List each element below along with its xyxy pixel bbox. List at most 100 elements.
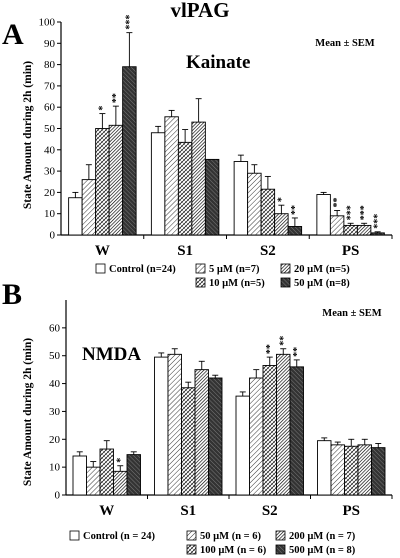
panel-a-y-tick-label: 50 — [44, 123, 56, 135]
panel-b-bar — [194, 369, 209, 496]
panel-a-significance-stars: ** — [111, 93, 122, 103]
panel-a-bar — [122, 66, 137, 236]
panel-b-bar — [181, 387, 196, 496]
panel-a-bar — [356, 224, 372, 236]
panel-a-legend-label: 5 µM (n=7) — [209, 264, 260, 275]
panel-b-y-tick-label: 20 — [49, 434, 61, 446]
panel-b-bar — [371, 447, 386, 496]
panel-a-bar — [287, 226, 303, 236]
panel-b-y-tick-label: 0 — [55, 490, 61, 502]
panel-a-bar — [260, 188, 276, 236]
panel-b-category-label: S1 — [180, 503, 196, 519]
panel-b-legend-swatch — [69, 530, 80, 541]
panel-b-bar — [262, 365, 277, 496]
panel-b-y-axis-label: State Amount during 2h (min) — [22, 338, 34, 486]
panel-b-bar — [86, 466, 101, 496]
panel-a-y-axis-label: State Amount during 2h (min) — [22, 61, 34, 209]
panel-a-mean-sem: Mean ± SEM — [315, 38, 375, 49]
panel-b-bar — [357, 444, 372, 496]
panel-b-legend-swatch — [275, 530, 286, 541]
panel-a-bar — [204, 158, 220, 236]
panel-b-legend-label: 50 µM (n = 6) — [200, 531, 262, 542]
panel-a-significance-stars: *** — [373, 214, 384, 229]
panel-a-bar — [343, 224, 358, 236]
panel-b-legend-label: Control (n = 24) — [83, 531, 156, 542]
panel-b-label: B — [2, 278, 22, 311]
panel-a-bar — [247, 172, 262, 236]
panel-a-subtitle: Kainate — [186, 52, 250, 73]
panel-a-y-tick-label: 0 — [50, 230, 56, 242]
panel-a-y-tick-label: 40 — [44, 144, 56, 156]
panel-b-bar — [72, 455, 87, 496]
panel-a-bar — [177, 141, 193, 236]
panel-a-legend-swatch — [95, 263, 106, 274]
panel-a-significance-stars: * — [276, 197, 287, 202]
panel-b-category-label: S2 — [262, 503, 278, 519]
panel-b-mean-sem: Mean ± SEM — [322, 308, 382, 319]
panel-a-legend-swatch — [195, 277, 206, 288]
panel-a-category-label: W — [95, 243, 110, 259]
panel-b-legend-swatch — [186, 530, 197, 541]
panel-a-bar — [191, 121, 206, 236]
panel-b-bar — [317, 440, 332, 496]
panel-b-bar — [344, 445, 359, 496]
panel-b-significance-stars: ** — [292, 347, 303, 357]
panel-b-bar — [99, 448, 114, 496]
panel-a-bar — [95, 128, 110, 236]
panel-b-legend-swatch — [186, 544, 197, 555]
panel-a-bar — [68, 197, 83, 236]
panel-a-legend-swatch — [280, 277, 291, 288]
panel-b-significance-stars: ** — [265, 344, 276, 354]
panel-a-significance-stars: *** — [346, 205, 357, 220]
panel-b-bar — [330, 444, 345, 496]
figure-title: vlPAG — [170, 0, 229, 22]
panel-b-bar — [235, 395, 250, 496]
panel-a-label: A — [2, 18, 24, 51]
panel-b-y-tick-label: 40 — [49, 378, 61, 390]
panel-a-category-label: S1 — [177, 243, 193, 259]
panel-a-legend-label: Control (n=24) — [109, 264, 176, 275]
panel-b-bar — [154, 356, 169, 496]
panel-a-bar — [108, 124, 124, 236]
panel-b-category-label: W — [99, 503, 114, 519]
panel-a-significance-stars: ** — [332, 198, 343, 208]
panel-a-bar — [274, 213, 289, 236]
panel-a-legend-swatch — [195, 263, 206, 274]
panel-b-y-tick-label: 50 — [49, 350, 61, 362]
panel-a-y-tick-label: 90 — [44, 38, 56, 50]
panel-a-bar — [81, 179, 97, 236]
panel-a-category-label: PS — [342, 243, 360, 259]
panel-b-legend-swatch — [275, 544, 286, 555]
panel-a-significance-stars: * — [97, 106, 108, 111]
panel-a-y-tick-label: 10 — [44, 208, 56, 220]
panel-a-bar — [164, 116, 179, 236]
panel-a-bar — [150, 132, 166, 236]
panel-a-y-tick-label: 20 — [44, 187, 56, 199]
panel-b-legend-label: 200 µM (n = 7) — [289, 531, 356, 542]
panel-b-y-tick-label: 30 — [49, 406, 61, 418]
panel-a-bar — [233, 161, 249, 236]
panel-a-legend-label: 50 µM (n=8) — [294, 278, 350, 289]
panel-a-y-tick-label: 80 — [44, 59, 56, 71]
panel-a-y-tick-label: 60 — [44, 102, 56, 114]
panel-b-y-tick-label: 10 — [49, 462, 61, 474]
panel-b-legend: Control (n = 24) 50 µM (n = 6) 200 µM (n =… — [69, 530, 356, 556]
panel-a-significance-stars: ** — [290, 205, 301, 215]
panel-a-bar — [370, 232, 385, 236]
panel-b-legend-label: 100 µM (n = 6) — [200, 545, 267, 556]
panel-a-legend-swatch — [280, 263, 291, 274]
panel-b-bar — [289, 366, 304, 496]
panel-a-bar — [316, 194, 331, 236]
panel-a-y-tick-label: 100 — [39, 17, 56, 29]
panel-b-significance-stars: ** — [278, 336, 289, 346]
panel-b: B NMDA Mean ± SEM State Amount during 2h… — [2, 278, 393, 556]
panel-a-legend: Control (n=24) 5 µM (n=7) 20 µM (n=5) 10 µM… — [95, 263, 350, 289]
panel-b-bar — [276, 353, 291, 496]
panel-b-y-tick-label: 60 — [49, 322, 61, 334]
panel-a-significance-stars: *** — [359, 205, 370, 220]
panel-b-subtitle: NMDA — [82, 344, 141, 365]
panel-b-bar — [208, 377, 223, 496]
